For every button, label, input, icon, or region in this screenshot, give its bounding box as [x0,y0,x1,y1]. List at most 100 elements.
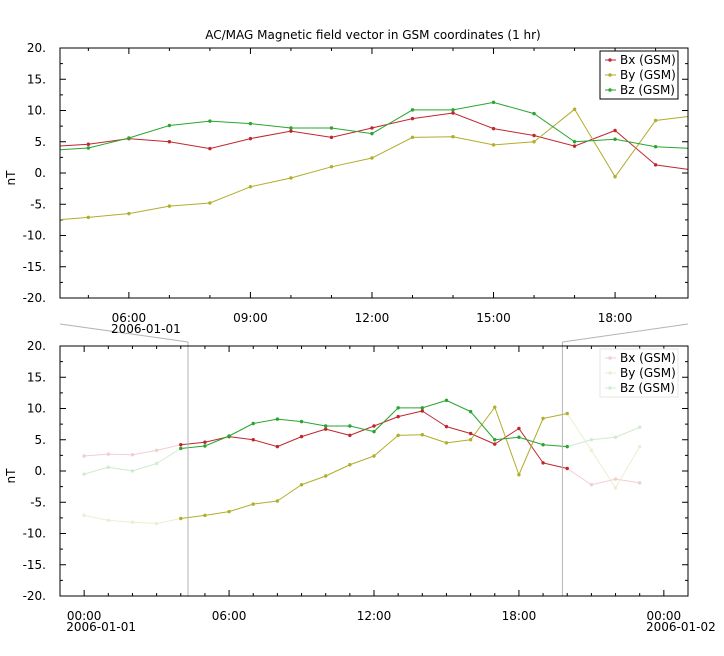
zoom-connector-right [562,323,689,343]
series-segment [84,514,109,521]
x-tick-label: 12:00 [357,609,392,623]
series-line [60,112,688,170]
series-segment [615,426,640,438]
data-point [517,473,521,477]
series-segment [446,426,471,434]
y-tick-label: -10. [23,229,46,243]
series-segment [398,434,423,436]
y-tick-label: 20. [27,339,46,353]
legend: Bx (GSM)By (GSM)Bz (GSM) [599,50,679,100]
data-point [572,107,577,111]
y-tick-label: 10. [27,402,46,416]
data-point [208,119,212,123]
series-segment [325,464,351,477]
data-point [208,146,212,151]
zoom-connector-left [59,323,189,343]
data-point [167,140,172,144]
data-point [289,129,293,133]
y-tick-label: -20. [23,589,46,603]
y-axis-label: nT [4,468,18,484]
data-point [299,434,304,439]
series-segment [156,518,181,524]
plot-frame [59,345,689,597]
y-tick-label: -20. [23,291,46,305]
data-point [613,486,618,490]
x-tick-label: 00:00 [67,609,102,623]
data-point [410,135,415,140]
y-tick-label: 5. [35,135,46,149]
series-segment [470,433,495,445]
legend-label: Bz (GSM) [620,381,675,395]
data-point [227,509,231,514]
data-point [329,126,334,130]
data-point [468,431,473,436]
legend-label: Bz (GSM) [620,83,675,97]
chart-title: AC/MAG Magnetic field vector in GSM coor… [205,28,541,42]
data-point [653,118,658,123]
data-point [82,472,86,476]
series-segment [84,466,109,475]
x-tick-label: 15:00 [476,311,511,325]
data-point [637,444,642,449]
data-point [572,140,577,144]
data-point [370,126,374,130]
data-point [410,108,415,112]
series-segment [349,455,375,466]
series-segment [132,521,157,524]
y-tick-label: -5. [30,495,46,509]
data-point [572,144,577,148]
series-segment [615,478,640,484]
data-point [167,204,172,208]
data-point [396,414,400,419]
data-point [275,417,280,421]
data-point [532,140,536,144]
data-point [248,121,253,126]
data-point [251,421,255,426]
legend-label: By (GSM) [620,68,676,82]
data-point [106,452,111,456]
series-segment [542,413,568,419]
data-point [127,136,131,140]
data-point [329,165,334,169]
x-tick-label: 06:00 [112,311,147,325]
data-point [410,116,415,121]
x-tick-label: 00:00 [647,609,682,623]
data-point [154,521,159,526]
data-point [179,446,183,451]
data-point [637,425,642,429]
series-segment [422,410,447,428]
legend-marker [608,73,612,77]
data-point [127,211,131,216]
series-segment [446,399,471,413]
data-point [565,466,569,471]
series-line [60,108,688,221]
data-point [653,163,658,167]
data-point [370,131,374,136]
focus-panel: 20. 15. 10. 5. 0. -5. -10. -15. -20. 06:00 09:00 12… [4,41,697,336]
y-tick-label: 0. [35,166,46,180]
data-point [491,126,496,131]
data-point [694,147,697,150]
legend-marker [608,386,612,390]
data-point [589,483,594,487]
data-point [396,433,400,438]
y-tick-label: -15. [23,558,46,572]
data-point [613,435,618,439]
data-point [493,405,497,409]
data-point [589,438,594,442]
series-segment [591,436,616,441]
data-point [86,215,91,220]
data-point [167,123,172,128]
series-segment [229,436,254,441]
series-segment [108,466,133,472]
context-panel: 20. 15. 10. 5. 0. -5. -10. -15. -20. 00:00 06:00 12… [4,339,716,634]
series-segment [422,434,447,444]
legend: Bx (GSM)By (GSM)Bz (GSM) [599,348,679,398]
data-point [46,219,49,222]
x-date-label: 2006-01-01 [111,322,181,336]
data-point [203,513,207,518]
data-point [248,185,253,189]
series-segment [373,407,399,432]
y-tick-label: 0. [35,464,46,478]
series-segment [277,436,302,448]
